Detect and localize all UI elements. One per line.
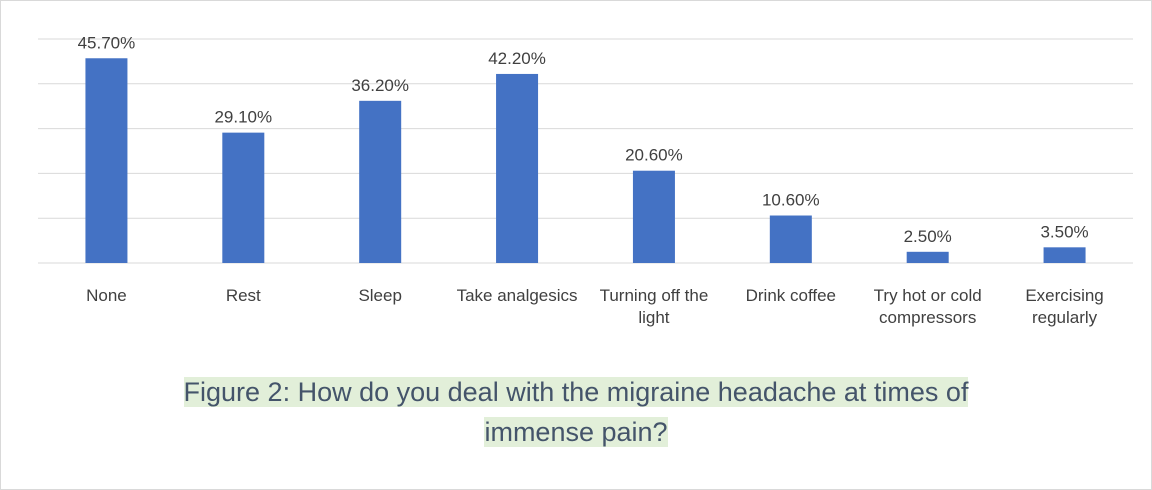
- bar: [496, 73, 539, 263]
- bar: [906, 251, 949, 263]
- x-tick-label: Sleep: [358, 286, 402, 305]
- bar: [85, 58, 128, 263]
- caption-text: Figure 2: How do you deal with the migra…: [183, 377, 969, 447]
- data-label: 10.60%: [762, 191, 820, 210]
- data-label: 3.50%: [1040, 222, 1088, 241]
- data-label: 29.10%: [214, 108, 272, 127]
- data-label: 20.60%: [625, 146, 683, 165]
- data-label: 45.70%: [78, 33, 136, 52]
- caption: Figure 2: How do you deal with the migra…: [130, 372, 1022, 452]
- bar: [632, 170, 675, 263]
- bar: [1043, 247, 1086, 263]
- x-tick-label: Take analgesics: [456, 286, 578, 305]
- x-tick-label: Drink coffee: [745, 286, 837, 305]
- x-tick-label: Try hot or cold compressors: [873, 286, 982, 327]
- x-tick-label: Turning off the light: [599, 286, 709, 327]
- data-label: 42.20%: [488, 49, 546, 68]
- data-label: 2.50%: [904, 227, 952, 246]
- data-label: 36.20%: [351, 76, 409, 95]
- x-tick-label: None: [86, 286, 127, 305]
- x-tick-label: Exercising regularly: [1025, 286, 1104, 327]
- bar: [359, 100, 402, 263]
- bar: [222, 132, 265, 263]
- bar: [769, 215, 812, 263]
- x-tick-label: Rest: [225, 286, 261, 305]
